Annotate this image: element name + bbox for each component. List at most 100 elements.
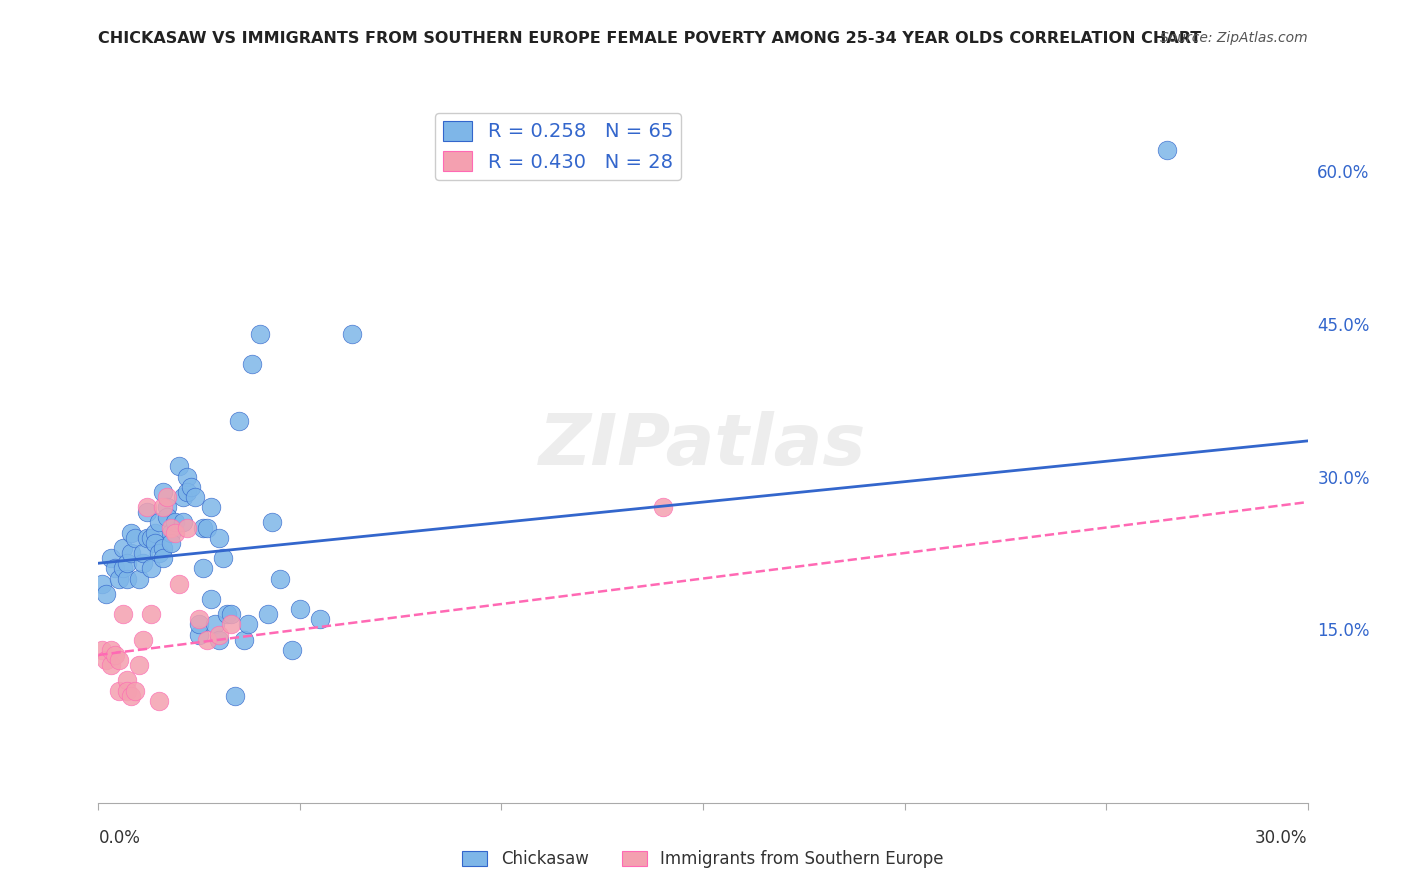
Chickasaw — [124, 531, 146, 545]
Chickasaw — [176, 484, 198, 499]
Chickasaw — [107, 572, 129, 586]
Chickasaw — [224, 689, 246, 703]
Immigrants from Southern Europe — [115, 673, 138, 688]
Chickasaw — [200, 500, 222, 515]
Immigrants from Southern Europe — [152, 500, 174, 515]
Chickasaw — [240, 358, 263, 372]
Text: 30.0%: 30.0% — [1256, 829, 1308, 847]
Chickasaw — [167, 459, 190, 474]
Chickasaw — [115, 556, 138, 570]
Immigrants from Southern Europe — [100, 658, 122, 673]
Chickasaw — [120, 525, 142, 540]
Chickasaw — [143, 536, 166, 550]
Chickasaw — [135, 531, 157, 545]
Chickasaw — [135, 505, 157, 519]
Chickasaw — [148, 546, 170, 560]
Chickasaw — [139, 531, 162, 545]
Text: Source: ZipAtlas.com: Source: ZipAtlas.com — [1160, 31, 1308, 45]
Chickasaw — [208, 531, 231, 545]
Chickasaw — [208, 632, 231, 647]
Chickasaw — [188, 627, 211, 641]
Chickasaw — [249, 326, 271, 341]
Chickasaw — [172, 516, 194, 530]
Chickasaw — [152, 541, 174, 555]
Immigrants from Southern Europe — [115, 683, 138, 698]
Chickasaw — [132, 556, 155, 570]
Immigrants from Southern Europe — [91, 643, 114, 657]
Immigrants from Southern Europe — [651, 500, 673, 515]
Chickasaw — [115, 572, 138, 586]
Chickasaw — [111, 561, 134, 575]
Immigrants from Southern Europe — [148, 694, 170, 708]
Chickasaw — [281, 643, 304, 657]
Text: CHICKASAW VS IMMIGRANTS FROM SOUTHERN EUROPE FEMALE POVERTY AMONG 25-34 YEAR OLD: CHICKASAW VS IMMIGRANTS FROM SOUTHERN EU… — [98, 31, 1202, 46]
Chickasaw — [188, 617, 211, 632]
Immigrants from Southern Europe — [188, 612, 211, 626]
Chickasaw — [143, 525, 166, 540]
Chickasaw — [269, 572, 291, 586]
Immigrants from Southern Europe — [124, 683, 146, 698]
Chickasaw — [100, 551, 122, 566]
Chickasaw — [309, 612, 332, 626]
Chickasaw — [193, 520, 215, 534]
Chickasaw — [260, 516, 283, 530]
Immigrants from Southern Europe — [208, 627, 231, 641]
Immigrants from Southern Europe — [120, 689, 142, 703]
Immigrants from Southern Europe — [107, 653, 129, 667]
Chickasaw — [111, 541, 134, 555]
Chickasaw — [256, 607, 278, 622]
Chickasaw — [91, 576, 114, 591]
Chickasaw — [195, 520, 218, 534]
Chickasaw — [132, 546, 155, 560]
Chickasaw — [228, 413, 250, 427]
Chickasaw — [232, 632, 254, 647]
Chickasaw — [221, 607, 243, 622]
Immigrants from Southern Europe — [176, 520, 198, 534]
Chickasaw — [184, 490, 207, 504]
Chickasaw — [156, 500, 179, 515]
Legend: Chickasaw, Immigrants from Southern Europe: Chickasaw, Immigrants from Southern Euro… — [456, 844, 950, 875]
Chickasaw — [156, 510, 179, 524]
Immigrants from Southern Europe — [195, 632, 218, 647]
Immigrants from Southern Europe — [163, 525, 186, 540]
Chickasaw — [160, 536, 183, 550]
Chickasaw — [1156, 144, 1178, 158]
Immigrants from Southern Europe — [103, 648, 125, 662]
Immigrants from Southern Europe — [160, 520, 183, 534]
Chickasaw — [236, 617, 259, 632]
Chickasaw — [103, 561, 125, 575]
Legend: R = 0.258   N = 65, R = 0.430   N = 28: R = 0.258 N = 65, R = 0.430 N = 28 — [434, 113, 681, 179]
Immigrants from Southern Europe — [111, 607, 134, 622]
Immigrants from Southern Europe — [132, 632, 155, 647]
Chickasaw — [152, 551, 174, 566]
Text: ZIPatlas: ZIPatlas — [540, 411, 866, 481]
Immigrants from Southern Europe — [107, 683, 129, 698]
Immigrants from Southern Europe — [135, 500, 157, 515]
Chickasaw — [176, 469, 198, 483]
Immigrants from Southern Europe — [128, 658, 150, 673]
Immigrants from Southern Europe — [96, 653, 118, 667]
Chickasaw — [128, 572, 150, 586]
Chickasaw — [217, 607, 239, 622]
Immigrants from Southern Europe — [100, 643, 122, 657]
Text: 0.0%: 0.0% — [98, 829, 141, 847]
Immigrants from Southern Europe — [167, 576, 190, 591]
Chickasaw — [120, 546, 142, 560]
Chickasaw — [193, 561, 215, 575]
Immigrants from Southern Europe — [156, 490, 179, 504]
Chickasaw — [163, 516, 186, 530]
Chickasaw — [172, 490, 194, 504]
Chickasaw — [160, 525, 183, 540]
Chickasaw — [204, 617, 226, 632]
Chickasaw — [96, 587, 118, 601]
Immigrants from Southern Europe — [139, 607, 162, 622]
Chickasaw — [180, 480, 202, 494]
Chickasaw — [152, 484, 174, 499]
Chickasaw — [139, 561, 162, 575]
Chickasaw — [200, 591, 222, 606]
Immigrants from Southern Europe — [221, 617, 243, 632]
Chickasaw — [288, 602, 311, 616]
Chickasaw — [148, 516, 170, 530]
Chickasaw — [342, 326, 364, 341]
Chickasaw — [212, 551, 235, 566]
